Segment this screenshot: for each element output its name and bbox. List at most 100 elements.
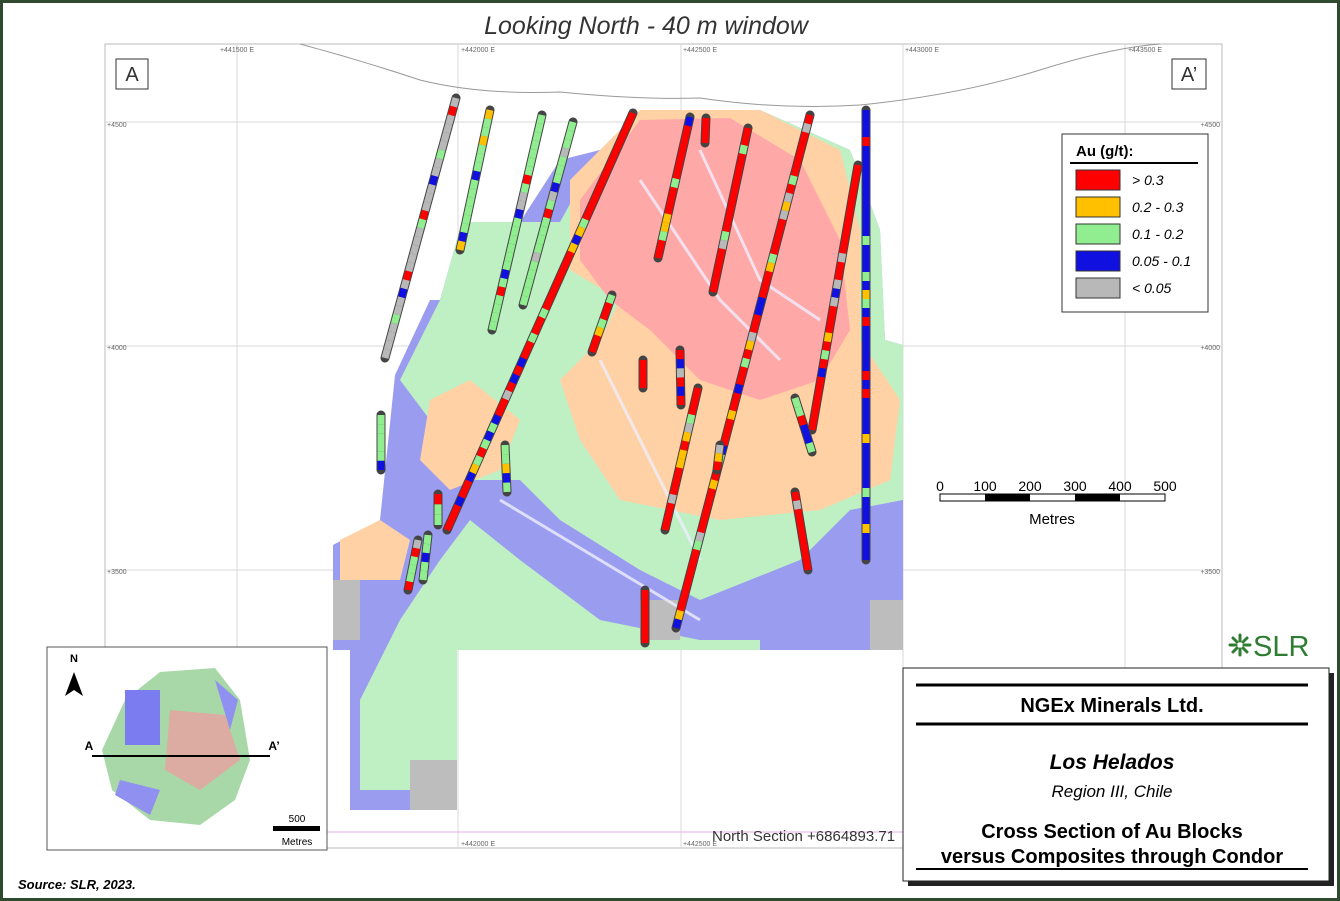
drill-hole-segment: [777, 218, 787, 229]
drill-hole-segment: [813, 394, 822, 405]
drill-hole-segment: [851, 173, 860, 184]
drill-hole-segment: [388, 322, 398, 333]
drill-hole-segment: [494, 294, 504, 305]
drill-hole-segment: [786, 183, 796, 195]
drill-hole-segment: [724, 418, 734, 429]
drill-hole-segment: [731, 179, 741, 190]
drill-hole-segment: [795, 148, 805, 160]
drill-hole-segment: [428, 175, 439, 186]
drill-hole-segment: [541, 216, 551, 228]
inset-scale-unit: Metres: [282, 837, 313, 848]
drill-hole-segment: [682, 431, 692, 443]
drill-hole-segment: [615, 136, 626, 148]
drill-hole-segment: [677, 601, 687, 612]
drill-hole-segment: [715, 256, 724, 267]
drill-hole-segment: [505, 381, 516, 393]
drill-hole-segment: [504, 251, 514, 262]
drill-hole-segment: [488, 320, 498, 331]
drill-hole-segment: [781, 201, 791, 212]
inset-scale-bar: [273, 826, 320, 831]
legend-swatch: [1075, 196, 1121, 218]
inset-label: A: [85, 739, 94, 753]
drill-hole-segment: [462, 479, 473, 491]
drill-hole-segment: [604, 160, 615, 172]
company: NGEx Minerals Ltd.: [1020, 695, 1203, 717]
drill-hole-segment: [469, 463, 480, 475]
legend-swatch: [1075, 169, 1121, 191]
drill-hole-segment: [391, 313, 401, 325]
drill-hole-segment: [739, 144, 748, 155]
drill-hole-segment: [526, 157, 536, 168]
drill-hole-segment: [740, 357, 750, 369]
drill-hole-segment: [411, 547, 420, 558]
drill-hole-segment: [409, 555, 419, 566]
drill-hole-segment: [538, 307, 549, 319]
drill-hole-segment: [589, 193, 600, 205]
drill-hole-segment: [680, 133, 690, 145]
drill-hole-segment: [536, 234, 546, 245]
drill-hole-segment: [772, 235, 782, 247]
drill-hole-segment: [733, 170, 743, 181]
drill-hole-segment: [419, 209, 429, 221]
block-zone: [360, 770, 410, 780]
drill-hole-segment: [680, 440, 690, 451]
drill-hole-segment: [462, 214, 471, 225]
legend-swatch: [1075, 250, 1121, 272]
drill-hole-segment: [688, 557, 698, 569]
drill-holes: [376, 93, 871, 648]
drill-hole-segment: [671, 475, 681, 487]
drill-hole-segment: [626, 111, 637, 123]
drill-hole-segment: [578, 217, 589, 229]
drill-hole-segment: [531, 324, 542, 336]
scale-bar-frame: [939, 493, 1166, 502]
drill-hole-segment: [790, 166, 800, 177]
scale-bar: [939, 493, 1166, 502]
drill-hole-segment: [729, 401, 739, 412]
drill-hole-segment: [524, 165, 534, 176]
drill-hole-segment: [506, 243, 516, 254]
legend-swatch: [1075, 277, 1121, 299]
drill-hole-segment: [519, 295, 529, 306]
section-end-box: [115, 58, 149, 90]
drill-hole-segment: [602, 301, 613, 313]
drill-hole-segment: [477, 144, 486, 155]
drill-hole-segment: [520, 348, 531, 360]
legend-label: < 0.05: [1132, 280, 1172, 296]
drill-hole-segment: [460, 223, 470, 234]
title: Looking North - 40 m window: [484, 12, 810, 40]
drill-hole-segment: [480, 438, 491, 450]
drill-hole-segment: [383, 339, 394, 351]
drill-hole-segment: [658, 230, 668, 242]
drill-hole-segment: [421, 552, 430, 563]
legend-label: 0.05 - 0.1: [1132, 253, 1191, 269]
elevation-label: +4500: [107, 122, 127, 129]
drill-hole-segment: [458, 231, 468, 242]
drill-hole-segment: [828, 305, 837, 316]
drill-hole-segment: [402, 270, 413, 281]
drill-hole-segment: [611, 144, 622, 156]
drill-hole-segment: [410, 244, 420, 255]
drill-hole-segment: [836, 261, 845, 272]
elevation-label: +4500: [1200, 122, 1220, 129]
drill-hole-segment: [802, 122, 812, 134]
drill-hole-segment: [593, 185, 604, 197]
drill-hole-segment: [684, 422, 694, 434]
drill-hole-segment: [407, 564, 417, 575]
drill-hole-segment: [586, 201, 597, 213]
drill-hole-segment: [618, 127, 629, 139]
drill-hole-segment: [792, 157, 803, 169]
drill-hole-segment: [492, 303, 502, 314]
drill-hole-segment: [471, 170, 481, 181]
drill-hole-segment: [708, 479, 718, 490]
drill-hole-segment: [419, 570, 428, 581]
drill-hole-segment: [534, 315, 546, 328]
drill-hole-segment: [848, 190, 857, 201]
drill-hole-segment: [575, 226, 586, 238]
inset-zone: [115, 680, 238, 815]
drill-hole-segment: [699, 514, 709, 525]
drill-hole-segment: [825, 323, 834, 334]
drill-hole-segment: [458, 487, 469, 499]
drill-hole-segment: [597, 318, 607, 329]
drill-hole-segment: [553, 275, 564, 287]
drill-hole-segment: [779, 209, 789, 221]
